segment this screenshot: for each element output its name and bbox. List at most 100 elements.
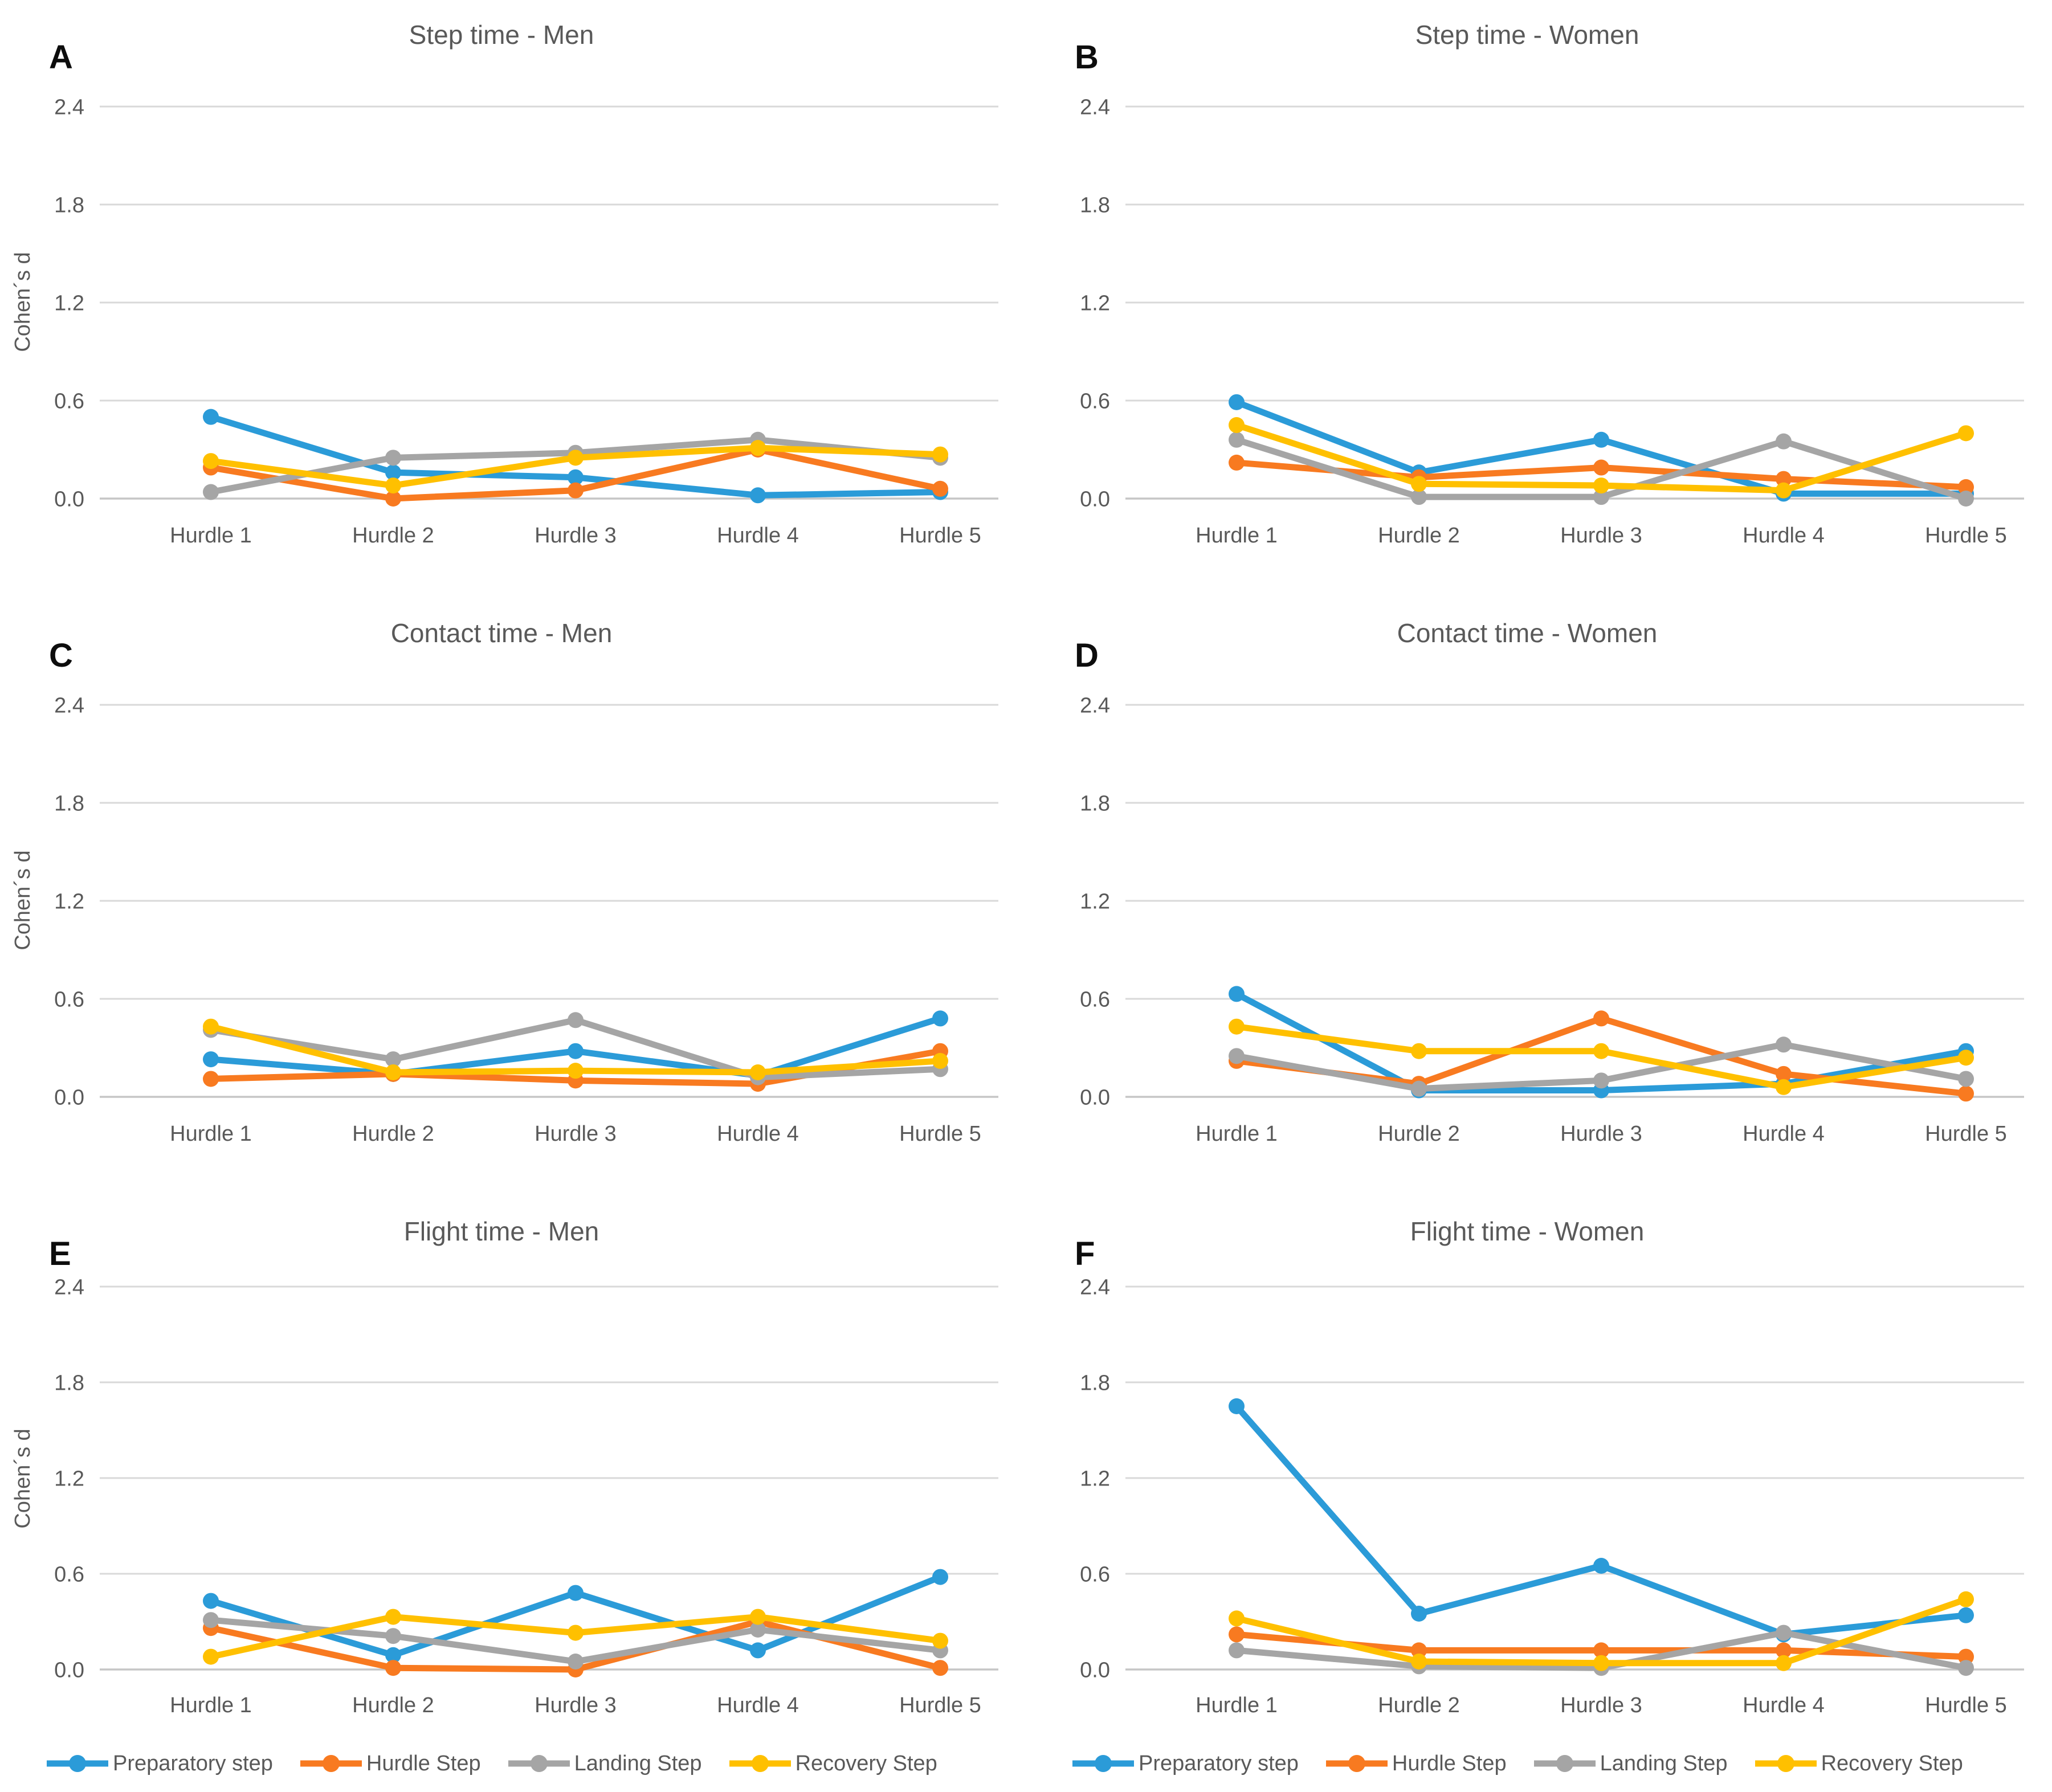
data-point-yellow	[1776, 1655, 1792, 1671]
x-tick-label: Hurdle 5	[1925, 524, 2007, 548]
data-point-orange	[1776, 471, 1792, 487]
x-tick-label: Hurdle 1	[1196, 524, 1278, 548]
data-point-gray	[1776, 1624, 1792, 1641]
data-point-gray	[568, 1654, 584, 1669]
data-point-yellow	[385, 477, 401, 494]
x-tick-label: Hurdle 5	[1925, 1122, 2007, 1146]
data-point-yellow	[385, 1609, 401, 1625]
chart-title: Contact time - Men	[390, 618, 613, 648]
panel-letter: A	[49, 39, 73, 76]
x-tick-label: Hurdle 4	[1743, 1122, 1825, 1146]
data-point-gray	[1229, 1642, 1245, 1659]
data-point-blue	[568, 1585, 584, 1601]
data-point-orange	[385, 491, 401, 507]
y-tick-label: 1.8	[1080, 791, 1110, 815]
x-tick-label: Hurdle 2	[1378, 1693, 1460, 1717]
legend-marker-icon	[1325, 1755, 1388, 1772]
data-point-yellow	[568, 450, 584, 466]
data-point-yellow	[568, 1063, 584, 1079]
data-point-yellow	[1229, 1018, 1245, 1035]
legend-marker-icon	[508, 1755, 570, 1772]
data-point-blue	[1411, 1606, 1427, 1622]
y-tick-label: 2.4	[54, 95, 84, 119]
line-chart-contact-time-men: 0.0 0.6 1.2 1.8 2.4 Hurdle 1 Hurdle 2 Hurdle 3 H…	[11, 693, 998, 1146]
x-tick-label: Hurdle 3	[1560, 1122, 1642, 1146]
y-tick-label: 1.2	[54, 1467, 84, 1491]
y-tick-label: 1.2	[1080, 889, 1110, 913]
x-tick-label: Hurdle 1	[170, 1693, 252, 1717]
data-point-gray	[203, 1612, 219, 1628]
data-point-gray	[750, 1622, 766, 1638]
x-tick-label: Hurdle 1	[170, 1122, 252, 1146]
y-tick-label: 1.8	[1080, 1371, 1110, 1395]
data-point-gray	[385, 450, 401, 466]
data-point-yellow	[750, 1609, 766, 1625]
data-point-yellow	[203, 453, 219, 470]
data-point-gray	[1229, 431, 1245, 448]
y-tick-label: 1.8	[1080, 193, 1110, 217]
data-point-orange	[1776, 1642, 1792, 1659]
data-point-yellow	[1411, 476, 1427, 492]
x-tick-label: Hurdle 4	[1743, 1693, 1825, 1717]
y-tick-label: 0.6	[1080, 987, 1110, 1011]
legend-label: Preparatory step	[113, 1751, 273, 1775]
y-tick-label: 2.4	[1080, 1275, 1110, 1299]
data-point-gray	[568, 1012, 584, 1028]
legend-label: Preparatory step	[1139, 1751, 1299, 1775]
x-tick-label: Hurdle 3	[535, 1693, 617, 1717]
legend-marker-icon	[47, 1755, 108, 1772]
data-point-orange	[1229, 454, 1245, 471]
line-chart-step-time-men: 0.0 0.6 1.2 1.8 2.4 Hurdle 1 Hurdle 2 Hurdle 3 H…	[11, 95, 998, 548]
data-point-blue	[1593, 431, 1609, 448]
legend-label: Hurdle Step	[366, 1751, 481, 1775]
legend-item-recovery-step: Recovery Step	[728, 1752, 937, 1776]
data-point-blue	[203, 409, 219, 425]
y-axis-label: Cohen´s d	[11, 1428, 35, 1528]
y-tick-label: 0.0	[54, 487, 84, 511]
data-point-blue	[750, 1642, 766, 1659]
chart-title: Step time - Women	[1415, 20, 1639, 50]
legend-right: Preparatory step Hurdle Step Landing Ste…	[1026, 1735, 2052, 1792]
data-point-orange	[1229, 1626, 1245, 1643]
x-tick-label: Hurdle 4	[717, 1122, 799, 1146]
x-tick-label: Hurdle 2	[1378, 524, 1460, 548]
data-point-orange	[1411, 1642, 1427, 1659]
data-point-yellow	[1593, 1043, 1609, 1059]
line-chart-step-time-women: 0.0 0.6 1.2 1.8 2.4 Hurdle 1 Hurdle 2 Hurdle 3 H…	[1080, 95, 2024, 548]
data-point-gray	[385, 1051, 401, 1068]
data-point-yellow	[1411, 1043, 1427, 1059]
legend-label: Landing Step	[574, 1751, 702, 1775]
legend-item-hurdle-step: Hurdle Step	[1325, 1752, 1507, 1776]
chart-title: Contact time - Women	[1397, 618, 1658, 648]
y-tick-label: 0.0	[1080, 487, 1110, 511]
data-point-orange	[568, 482, 584, 499]
y-tick-label: 1.2	[1080, 291, 1110, 315]
data-point-orange	[1593, 1642, 1609, 1659]
legend-marker-icon	[729, 1755, 791, 1772]
x-tick-label: Hurdle 3	[1560, 1693, 1642, 1717]
panel-contact-time-men: C Contact time - Men 0.0 0.6 1.2 1.8 2.4 Hurd…	[0, 598, 1026, 1197]
y-tick-label: 2.4	[1080, 95, 1110, 119]
chart-title: Flight time - Men	[403, 1217, 599, 1246]
data-point-yellow	[1229, 1610, 1245, 1627]
series-line-blue	[1233, 1403, 1969, 1638]
chart-title: Flight time - Women	[1410, 1217, 1645, 1246]
y-tick-label: 1.8	[54, 791, 84, 815]
y-tick-label: 0.0	[1080, 1085, 1110, 1109]
data-point-blue	[1229, 1398, 1245, 1414]
x-tick-label: Hurdle 3	[535, 1122, 617, 1146]
data-point-yellow	[1411, 1654, 1427, 1669]
panel-contact-time-women: D Contact time - Women 0.0 0.6 1.2 1.8 2.4 Hu…	[1026, 598, 2052, 1197]
y-tick-label: 0.0	[54, 1658, 84, 1682]
data-point-yellow	[750, 1064, 766, 1080]
x-tick-label: Hurdle 3	[1560, 524, 1642, 548]
data-point-blue	[750, 487, 766, 504]
y-tick-label: 0.6	[54, 1562, 84, 1586]
y-tick-label: 1.2	[54, 291, 84, 315]
panel-letter: F	[1075, 1235, 1095, 1272]
line-chart-flight-time-men: 0.0 0.6 1.2 1.8 2.4 Hurdle 1 Hurdle 2 Hurdle 3 H…	[11, 1275, 998, 1717]
data-point-yellow	[932, 1052, 948, 1069]
data-point-yellow	[1229, 417, 1245, 433]
panel-letter: C	[49, 637, 73, 674]
y-tick-label: 2.4	[54, 693, 84, 717]
